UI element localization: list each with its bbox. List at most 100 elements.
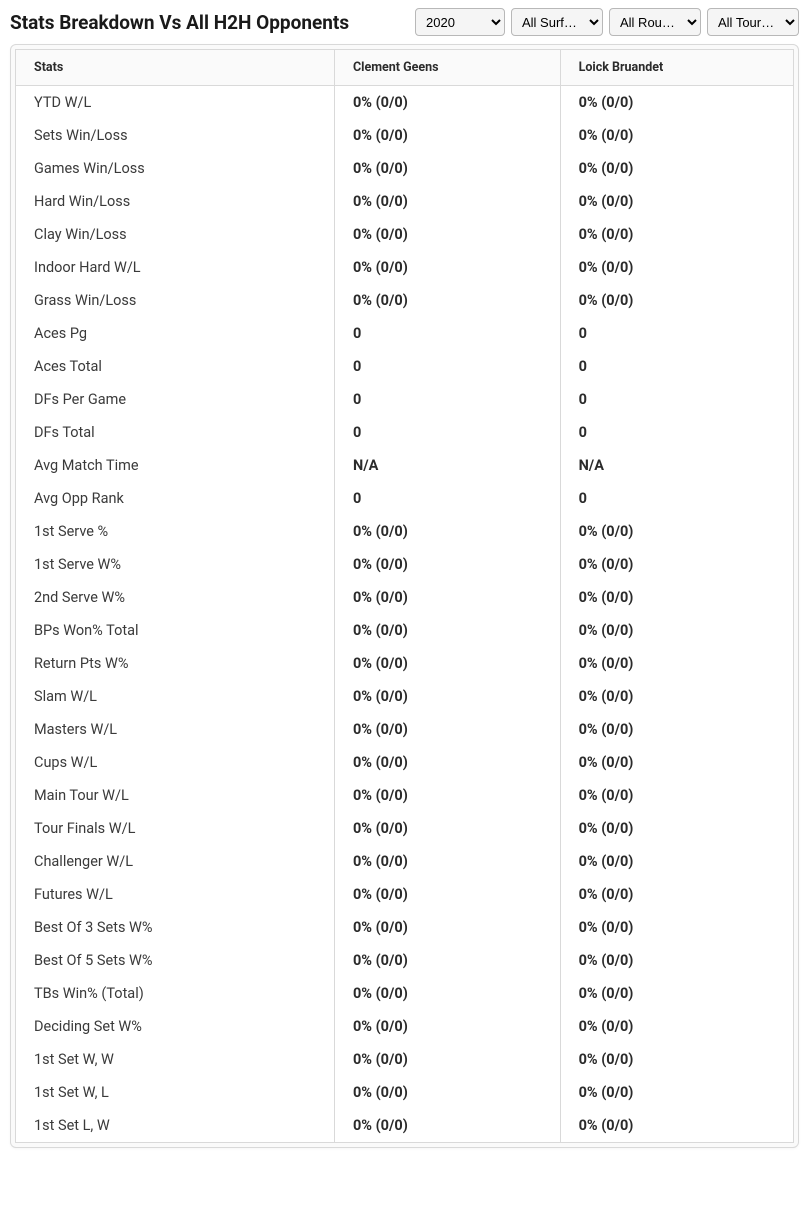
stat-label: Avg Opp Rank (16, 482, 335, 515)
stat-label: Challenger W/L (16, 845, 335, 878)
stat-label: Main Tour W/L (16, 779, 335, 812)
stat-value-player2: 0% (0/0) (560, 581, 793, 614)
stat-value-player2: 0% (0/0) (560, 977, 793, 1010)
stat-label: Aces Pg (16, 317, 335, 350)
stat-value-player1: 0% (0/0) (334, 911, 560, 944)
stat-value-player2: 0% (0/0) (560, 614, 793, 647)
stat-label: 1st Serve W% (16, 548, 335, 581)
stat-value-player1: 0 (334, 482, 560, 515)
table-row: Indoor Hard W/L0% (0/0)0% (0/0) (16, 251, 794, 284)
stat-value-player1: 0% (0/0) (334, 218, 560, 251)
stat-value-player1: 0 (334, 383, 560, 416)
stat-value-player2: 0% (0/0) (560, 284, 793, 317)
table-row: Sets Win/Loss0% (0/0)0% (0/0) (16, 119, 794, 152)
stat-label: Cups W/L (16, 746, 335, 779)
stat-value-player2: 0% (0/0) (560, 1109, 793, 1143)
stat-value-player1: 0 (334, 416, 560, 449)
stat-value-player2: 0% (0/0) (560, 218, 793, 251)
stat-label: Aces Total (16, 350, 335, 383)
stat-value-player1: 0% (0/0) (334, 284, 560, 317)
stat-label: Games Win/Loss (16, 152, 335, 185)
tour-select[interactable]: All Tour… (707, 8, 799, 36)
stat-value-player1: 0% (0/0) (334, 119, 560, 152)
stats-card: Stats Clement Geens Loick Bruandet YTD W… (10, 44, 799, 1148)
stat-value-player2: 0% (0/0) (560, 845, 793, 878)
table-row: Best Of 3 Sets W%0% (0/0)0% (0/0) (16, 911, 794, 944)
stat-label: Best Of 5 Sets W% (16, 944, 335, 977)
stat-label: YTD W/L (16, 86, 335, 120)
table-row: Tour Finals W/L0% (0/0)0% (0/0) (16, 812, 794, 845)
table-row: 1st Serve W%0% (0/0)0% (0/0) (16, 548, 794, 581)
col-player1-header: Clement Geens (334, 50, 560, 86)
table-row: YTD W/L0% (0/0)0% (0/0) (16, 86, 794, 120)
stat-value-player1: 0% (0/0) (334, 647, 560, 680)
stat-value-player1: N/A (334, 449, 560, 482)
stat-label: 1st Set L, W (16, 1109, 335, 1143)
stat-label: 2nd Serve W% (16, 581, 335, 614)
stat-value-player2: 0 (560, 317, 793, 350)
stat-value-player2: 0% (0/0) (560, 1076, 793, 1109)
page-title: Stats Breakdown Vs All H2H Opponents (10, 11, 349, 34)
table-row: Avg Match TimeN/AN/A (16, 449, 794, 482)
stat-label: Avg Match Time (16, 449, 335, 482)
stat-label: 1st Set W, W (16, 1043, 335, 1076)
stat-value-player1: 0% (0/0) (334, 152, 560, 185)
stat-value-player1: 0% (0/0) (334, 812, 560, 845)
stat-value-player1: 0% (0/0) (334, 1043, 560, 1076)
stat-value-player2: 0% (0/0) (560, 746, 793, 779)
table-row: Futures W/L0% (0/0)0% (0/0) (16, 878, 794, 911)
table-row: Clay Win/Loss0% (0/0)0% (0/0) (16, 218, 794, 251)
stat-value-player2: 0% (0/0) (560, 515, 793, 548)
table-row: Avg Opp Rank00 (16, 482, 794, 515)
stat-value-player1: 0% (0/0) (334, 1076, 560, 1109)
stat-label: DFs Per Game (16, 383, 335, 416)
table-row: 1st Set W, W0% (0/0)0% (0/0) (16, 1043, 794, 1076)
table-row: DFs Per Game00 (16, 383, 794, 416)
stat-value-player2: 0 (560, 482, 793, 515)
stat-value-player2: 0% (0/0) (560, 1043, 793, 1076)
stat-value-player2: 0% (0/0) (560, 878, 793, 911)
stat-label: Indoor Hard W/L (16, 251, 335, 284)
stat-label: TBs Win% (Total) (16, 977, 335, 1010)
stat-label: 1st Set W, L (16, 1076, 335, 1109)
surface-select[interactable]: All Surf… (511, 8, 603, 36)
table-row: Cups W/L0% (0/0)0% (0/0) (16, 746, 794, 779)
stat-value-player1: 0% (0/0) (334, 1010, 560, 1043)
stat-value-player2: 0% (0/0) (560, 680, 793, 713)
stat-value-player1: 0% (0/0) (334, 86, 560, 120)
table-row: Hard Win/Loss0% (0/0)0% (0/0) (16, 185, 794, 218)
table-row: Aces Total00 (16, 350, 794, 383)
table-row: Aces Pg00 (16, 317, 794, 350)
year-select[interactable]: 2020 (415, 8, 505, 36)
stat-label: Grass Win/Loss (16, 284, 335, 317)
stat-label: Masters W/L (16, 713, 335, 746)
stat-label: Hard Win/Loss (16, 185, 335, 218)
round-select[interactable]: All Rou… (609, 8, 701, 36)
stat-value-player2: 0% (0/0) (560, 185, 793, 218)
stat-label: BPs Won% Total (16, 614, 335, 647)
table-row: Grass Win/Loss0% (0/0)0% (0/0) (16, 284, 794, 317)
stat-value-player2: 0% (0/0) (560, 86, 793, 120)
stat-value-player2: 0% (0/0) (560, 251, 793, 284)
stat-label: Deciding Set W% (16, 1010, 335, 1043)
table-row: 1st Serve %0% (0/0)0% (0/0) (16, 515, 794, 548)
stat-label: Tour Finals W/L (16, 812, 335, 845)
stat-label: Sets Win/Loss (16, 119, 335, 152)
stat-label: Return Pts W% (16, 647, 335, 680)
table-row: Masters W/L0% (0/0)0% (0/0) (16, 713, 794, 746)
stat-value-player1: 0% (0/0) (334, 581, 560, 614)
stat-value-player1: 0% (0/0) (334, 548, 560, 581)
stat-value-player1: 0% (0/0) (334, 878, 560, 911)
stat-value-player1: 0% (0/0) (334, 746, 560, 779)
stat-value-player1: 0% (0/0) (334, 845, 560, 878)
stat-value-player2: 0 (560, 350, 793, 383)
stat-value-player1: 0% (0/0) (334, 713, 560, 746)
stat-value-player1: 0% (0/0) (334, 944, 560, 977)
stat-value-player2: 0% (0/0) (560, 944, 793, 977)
stat-value-player2: 0% (0/0) (560, 647, 793, 680)
header-bar: Stats Breakdown Vs All H2H Opponents 202… (0, 0, 809, 44)
stat-value-player2: N/A (560, 449, 793, 482)
table-row: 1st Set L, W0% (0/0)0% (0/0) (16, 1109, 794, 1143)
stat-label: Clay Win/Loss (16, 218, 335, 251)
table-row: TBs Win% (Total)0% (0/0)0% (0/0) (16, 977, 794, 1010)
